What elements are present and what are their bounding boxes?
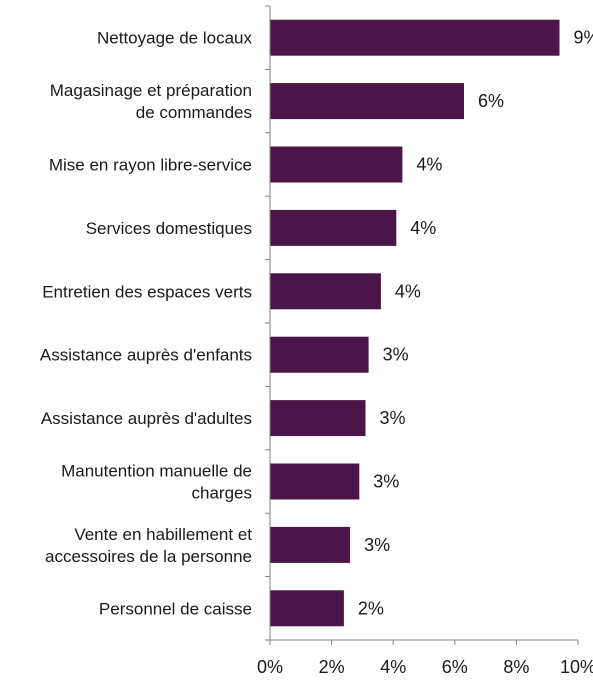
value-label-2: 4% xyxy=(416,155,442,175)
value-label-9: 2% xyxy=(358,598,384,618)
category-label-5: Assistance auprès d'enfants xyxy=(40,346,252,365)
category-label-line: Assistance auprès d'enfants xyxy=(40,346,252,365)
category-label-line: Vente en habillement et xyxy=(74,525,252,544)
category-label-6: Assistance auprès d'adultes xyxy=(41,409,252,428)
value-label-4: 4% xyxy=(395,281,421,301)
value-label-6: 3% xyxy=(380,408,406,428)
category-label-line: Nettoyage de locaux xyxy=(97,29,252,48)
value-label-1: 6% xyxy=(478,91,504,111)
x-tick-label: 6% xyxy=(442,657,468,677)
category-label-line: Services domestiques xyxy=(86,219,252,238)
category-label-1: Magasinage et préparation de commandes xyxy=(50,81,252,122)
x-tick-label: 2% xyxy=(319,657,345,677)
value-label-5: 3% xyxy=(383,345,409,365)
bar-7 xyxy=(270,463,360,500)
category-label-line: accessoires de la personne xyxy=(45,547,252,566)
bar-0 xyxy=(270,19,560,56)
value-label-3: 4% xyxy=(410,218,436,238)
x-tick-label: 8% xyxy=(503,657,529,677)
value-labels-group: 9% 6% 4% 4% 4% 3% 3% 3% 3% 2% xyxy=(358,28,593,619)
bar-9 xyxy=(270,590,344,627)
bar-6 xyxy=(270,400,366,437)
category-label-8: Vente en habillement et accessoires de la… xyxy=(45,525,252,566)
category-label-line: Manutention manuelle de xyxy=(61,462,252,481)
category-label-line: Personnel de caisse xyxy=(99,599,252,618)
category-label-line: Assistance auprès d'adultes xyxy=(41,409,252,428)
axes-group: 0% 2% 4% 6% 8% 10% xyxy=(257,5,593,677)
category-label-3: Services domestiques xyxy=(86,219,252,238)
value-label-0: 9% xyxy=(574,28,593,48)
category-label-9: Personnel de caisse xyxy=(99,599,252,618)
bar-4 xyxy=(270,273,381,310)
category-labels-group: Nettoyage de locaux Magasinage et prépara… xyxy=(40,29,253,619)
category-label-7: Manutention manuelle de charges xyxy=(61,462,252,503)
category-label-2: Mise en rayon libre-service xyxy=(49,156,252,175)
bars-group xyxy=(270,19,560,627)
x-tick-label: 10% xyxy=(560,657,593,677)
category-label-line: Magasinage et préparation xyxy=(50,81,252,100)
bar-5 xyxy=(270,336,369,373)
category-label-line: charges xyxy=(192,484,252,503)
category-label-4: Entretien des espaces verts xyxy=(42,282,252,301)
bar-8 xyxy=(270,526,351,563)
x-tick-label: 4% xyxy=(380,657,406,677)
category-label-0: Nettoyage de locaux xyxy=(97,29,252,48)
category-label-line: de commandes xyxy=(136,103,252,122)
value-label-7: 3% xyxy=(373,472,399,492)
category-label-line: Entretien des espaces verts xyxy=(42,282,252,301)
x-tick-label: 0% xyxy=(257,657,283,677)
category-label-line: Mise en rayon libre-service xyxy=(49,156,252,175)
bar-1 xyxy=(270,83,464,120)
value-label-8: 3% xyxy=(364,535,390,555)
bar-2 xyxy=(270,146,403,183)
bar-3 xyxy=(270,209,397,246)
